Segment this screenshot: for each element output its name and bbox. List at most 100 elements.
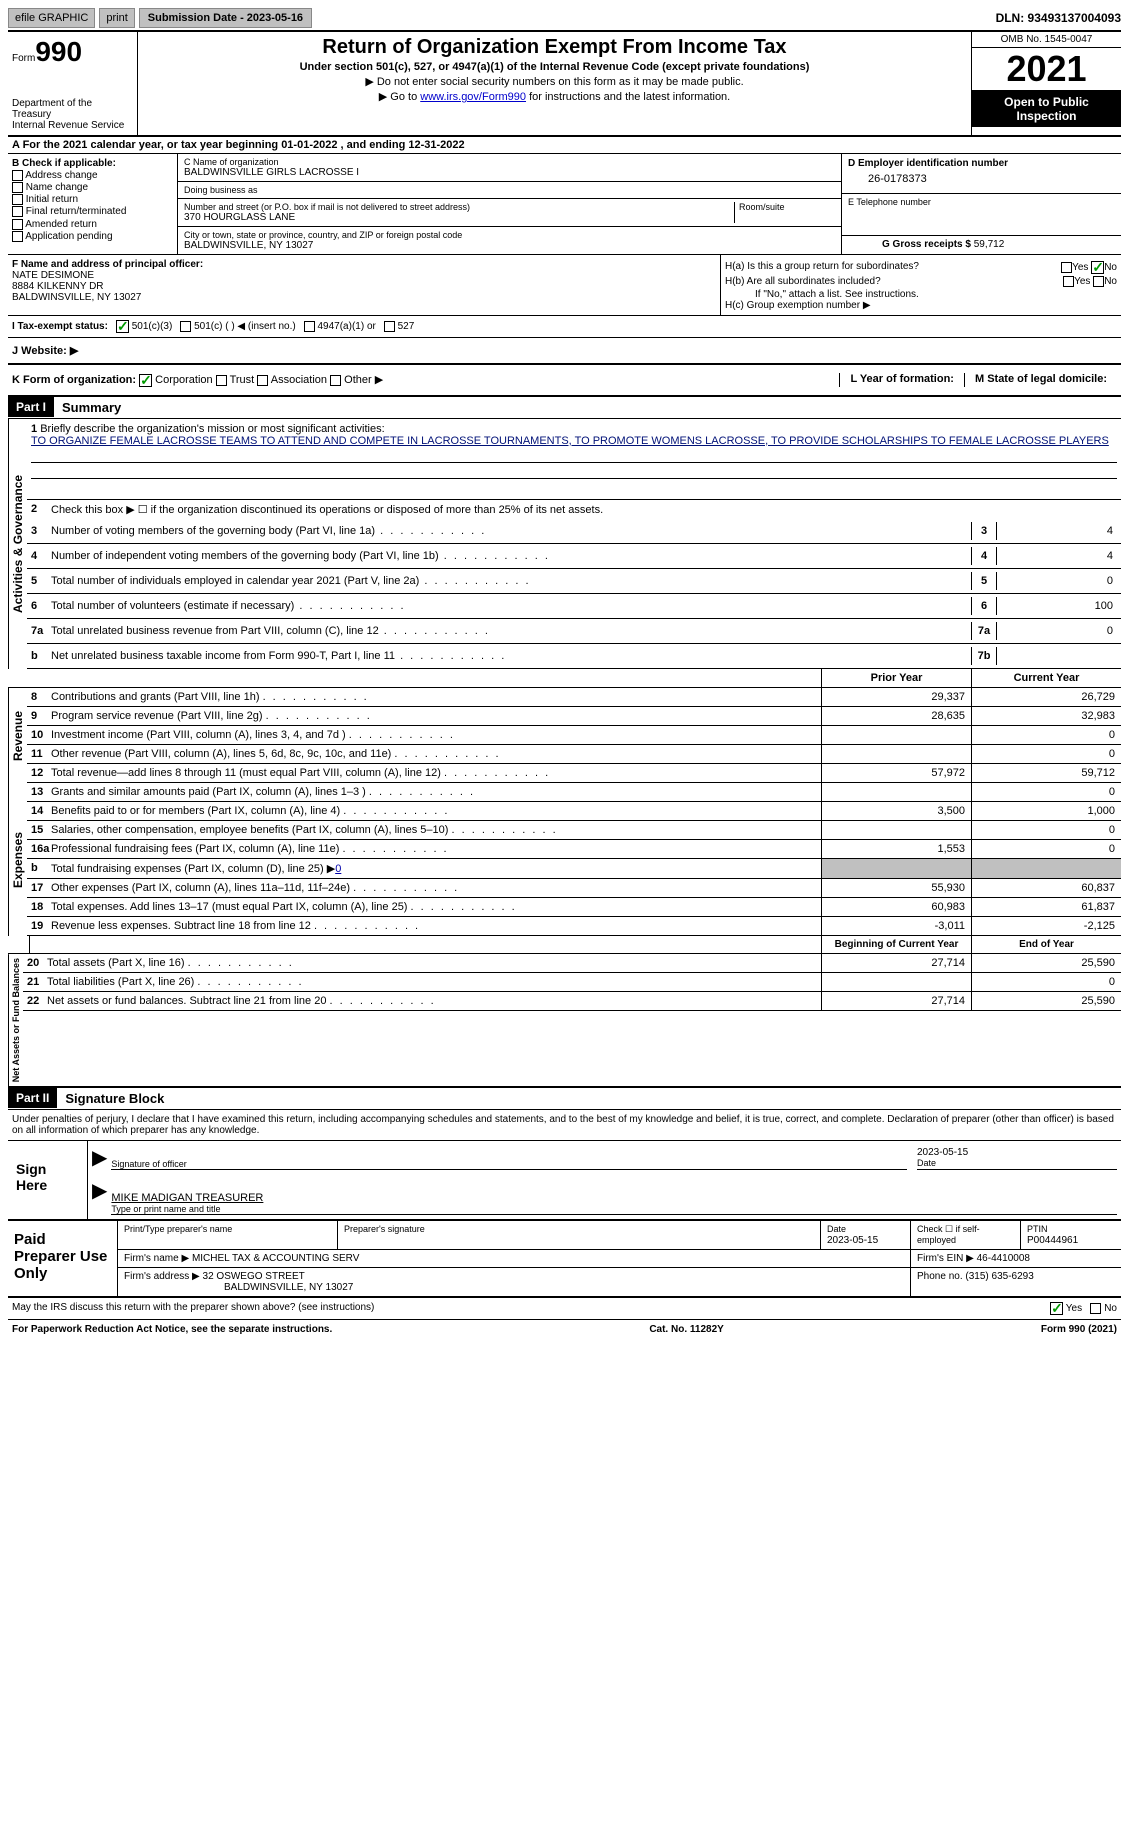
sig-arrow-icon: ▶ — [92, 1145, 107, 1170]
chk-name-change[interactable]: Name change — [12, 182, 173, 193]
line-19: 19Revenue less expenses. Subtract line 1… — [27, 917, 1121, 936]
irs-link[interactable]: www.irs.gov/Form990 — [420, 91, 526, 103]
print-button[interactable]: print — [99, 8, 134, 28]
chk-trust[interactable] — [216, 375, 227, 386]
sign-here-block: Sign Here ▶ Signature of officer 2023-05… — [8, 1141, 1121, 1221]
chk-final-return[interactable]: Final return/terminated — [12, 206, 173, 217]
summary-line-6: 6Total number of volunteers (estimate if… — [27, 594, 1121, 619]
line-21: 21Total liabilities (Part X, line 26) 0 — [23, 973, 1121, 992]
chk-501c[interactable] — [180, 321, 191, 332]
open-public-badge: Open to Public Inspection — [972, 91, 1121, 127]
vtext-net: Net Assets or Fund Balances — [8, 954, 23, 1086]
form-header: Form990 Department of the Treasury Inter… — [8, 32, 1121, 137]
k-l-m-row: K Form of organization: Corporation Trus… — [8, 365, 1121, 397]
chk-assoc[interactable] — [257, 375, 268, 386]
paid-preparer-block: Paid Preparer Use Only Print/Type prepar… — [8, 1221, 1121, 1298]
hb-note: If "No," attach a list. See instructions… — [725, 289, 1117, 300]
line-11: 11Other revenue (Part VIII, column (A), … — [27, 745, 1121, 764]
line-13: 13Grants and similar amounts paid (Part … — [27, 783, 1121, 802]
line-14: 14Benefits paid to or for members (Part … — [27, 802, 1121, 821]
website-row: J Website: ▶ — [8, 338, 1121, 365]
part2-header: Part II Signature Block — [8, 1088, 1121, 1110]
state-domicile-label: M State of legal domicile: — [975, 373, 1107, 385]
part2-label: Part II — [8, 1088, 57, 1108]
page-footer: For Paperwork Reduction Act Notice, see … — [8, 1320, 1121, 1339]
chk-discuss-yes[interactable] — [1050, 1302, 1063, 1315]
omb-number: OMB No. 1545-0047 — [972, 32, 1121, 48]
tax-exempt-label: I Tax-exempt status: — [12, 321, 108, 332]
prior-year-header: Prior Year — [821, 669, 971, 687]
section-b-c-d: B Check if applicable: Address change Na… — [8, 154, 1121, 255]
part1-header: Part I Summary — [8, 397, 1121, 419]
main-title: Return of Organization Exempt From Incom… — [142, 36, 967, 59]
revenue-section: Revenue 8Contributions and grants (Part … — [8, 688, 1121, 783]
gross-label: G Gross receipts $ — [882, 239, 971, 250]
officer-name: NATE DESIMONE — [12, 270, 94, 281]
section-b-label: B Check if applicable: — [12, 158, 116, 169]
efile-button[interactable]: efile GRAPHIC — [8, 8, 95, 28]
org-name: BALDWINSVILLE GIRLS LACROSSE I — [184, 167, 835, 178]
officer-signature-field[interactable]: Signature of officer — [111, 1145, 907, 1170]
tel-label: E Telephone number — [848, 197, 1115, 207]
hb-label: H(b) Are all subordinates included? — [725, 276, 881, 287]
sig-arrow-icon-2: ▶ — [92, 1178, 107, 1215]
footer-right: Form 990 (2021) — [1041, 1324, 1117, 1335]
chk-initial-return[interactable]: Initial return — [12, 194, 173, 205]
end-year-header: End of Year — [971, 936, 1121, 953]
line-b: bTotal fundraising expenses (Part IX, co… — [27, 859, 1121, 879]
line-9: 9Program service revenue (Part VIII, lin… — [27, 707, 1121, 726]
chk-discuss-no[interactable] — [1090, 1303, 1101, 1314]
chk-other[interactable] — [330, 375, 341, 386]
part2-title: Signature Block — [57, 1088, 172, 1109]
activities-governance-section: Activities & Governance 1 Briefly descri… — [8, 419, 1121, 669]
chk-4947[interactable] — [304, 321, 315, 332]
dept-label: Department of the Treasury Internal Reve… — [12, 98, 133, 131]
line-10: 10Investment income (Part VIII, column (… — [27, 726, 1121, 745]
hc-label: H(c) Group exemption number ▶ — [725, 300, 1117, 311]
paid-preparer-label: Paid Preparer Use Only — [8, 1221, 118, 1296]
street-label: Number and street (or P.O. box if mail i… — [184, 202, 730, 212]
mission-text: TO ORGANIZE FEMALE LACROSSE TEAMS TO ATT… — [31, 435, 1109, 447]
footer-mid: Cat. No. 11282Y — [649, 1324, 723, 1335]
gross-value: 59,712 — [974, 239, 1005, 250]
name-title-field: MIKE MADIGAN TREASURER Type or print nam… — [111, 1178, 1117, 1215]
vtext-governance: Activities & Governance — [8, 419, 27, 669]
officer-label: F Name and address of principal officer: — [12, 259, 203, 270]
dln-label: DLN: 93493137004093 — [996, 11, 1121, 25]
signature-intro: Under penalties of perjury, I declare th… — [8, 1110, 1121, 1141]
irs-discuss-row: May the IRS discuss this return with the… — [8, 1298, 1121, 1320]
form-number: 990 — [35, 36, 82, 67]
line-22: 22Net assets or fund balances. Subtract … — [23, 992, 1121, 1011]
summary-line-3: 3Number of voting members of the governi… — [27, 519, 1121, 544]
ein-value: 26-0178373 — [848, 169, 1115, 189]
chk-501c3[interactable] — [116, 320, 129, 333]
chk-app-pending[interactable]: Application pending — [12, 231, 173, 242]
current-year-header: Current Year — [971, 669, 1121, 687]
chk-527[interactable] — [384, 321, 395, 332]
line-18: 18Total expenses. Add lines 13–17 (must … — [27, 898, 1121, 917]
subtitle: Under section 501(c), 527, or 4947(a)(1)… — [142, 61, 967, 73]
top-toolbar: efile GRAPHIC print Submission Date - 20… — [8, 8, 1121, 32]
summary-line-b: bNet unrelated business taxable income f… — [27, 644, 1121, 669]
line-17: 17Other expenses (Part IX, column (A), l… — [27, 879, 1121, 898]
beginning-year-header: Beginning of Current Year — [821, 936, 971, 953]
chk-amended[interactable]: Amended return — [12, 219, 173, 230]
line-20: 20Total assets (Part X, line 16) 27,7142… — [23, 954, 1121, 973]
year-formation-label: L Year of formation: — [850, 373, 954, 385]
section-f-h: F Name and address of principal officer:… — [8, 255, 1121, 316]
net-assets-section: Net Assets or Fund Balances 20Total asse… — [8, 954, 1121, 1088]
line-12: 12Total revenue—add lines 8 through 11 (… — [27, 764, 1121, 783]
org-name-label: C Name of organization — [184, 157, 835, 167]
line-8: 8Contributions and grants (Part VIII, li… — [27, 688, 1121, 707]
tax-exempt-row: I Tax-exempt status: 501(c)(3) 501(c) ( … — [8, 316, 1121, 338]
officer-addr1: 8884 KILKENNY DR — [12, 281, 104, 292]
chk-address-change[interactable]: Address change — [12, 170, 173, 181]
summary-line-5: 5Total number of individuals employed in… — [27, 569, 1121, 594]
vtext-expenses: Expenses — [8, 783, 27, 936]
footer-left: For Paperwork Reduction Act Notice, see … — [12, 1324, 332, 1335]
tax-period: A For the 2021 calendar year, or tax yea… — [8, 137, 1121, 154]
room-label: Room/suite — [739, 202, 835, 212]
chk-corp[interactable] — [139, 374, 152, 387]
dba-label: Doing business as — [184, 185, 835, 195]
submission-date: Submission Date - 2023-05-16 — [139, 8, 312, 28]
